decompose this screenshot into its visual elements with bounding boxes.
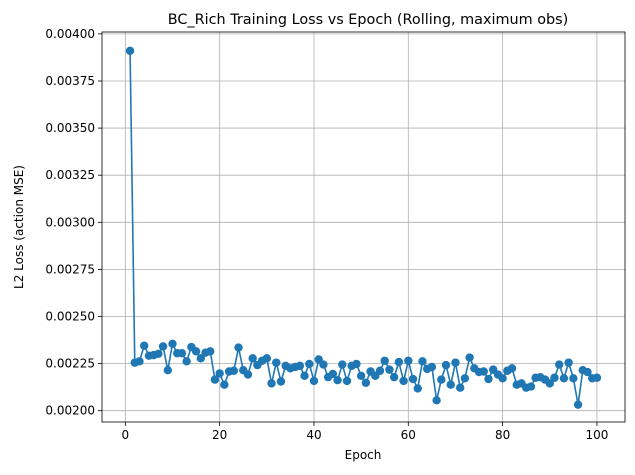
y-tick-label: 0.00400 [45, 27, 95, 41]
loss-point [210, 375, 220, 384]
axis-ticks: 0 20 40 60 80 100 0.00200 0.00225 0.00250 0.00275… [45, 27, 608, 442]
loss-point [498, 374, 507, 383]
loss-point [427, 362, 437, 372]
loss-point [385, 365, 394, 374]
y-tick-label: 0.00375 [45, 74, 95, 88]
loss-point [191, 347, 201, 356]
loss-point [564, 358, 573, 367]
loss-point [418, 357, 427, 366]
loss-point [408, 374, 418, 384]
loss-point [338, 360, 347, 369]
loss-point [550, 373, 559, 382]
y-tick-label: 0.00300 [45, 215, 95, 229]
loss-point [163, 365, 172, 375]
loss-point [135, 357, 144, 366]
loss-point [309, 376, 319, 386]
loss-point [333, 375, 342, 385]
loss-point [248, 354, 257, 363]
loss-point [234, 343, 243, 352]
y-tick-label: 0.00275 [45, 262, 95, 276]
plot-frame [101, 31, 626, 423]
loss-point [215, 369, 224, 378]
loss-point [583, 367, 592, 377]
loss-point [243, 370, 253, 379]
loss-point [413, 384, 422, 393]
y-tick-label: 0.00200 [45, 404, 95, 418]
loss-point [168, 339, 177, 349]
loss-point [229, 366, 239, 375]
loss-point [319, 360, 328, 369]
loss-series [125, 46, 602, 409]
loss-point [569, 374, 578, 383]
loss-point [158, 342, 168, 351]
x-tick-label: 100 [585, 428, 608, 442]
loss-point [328, 369, 338, 379]
x-tick-label: 60 [401, 428, 416, 442]
loss-point [356, 371, 366, 381]
loss-point [342, 376, 352, 386]
y-tick-label: 0.00250 [45, 309, 95, 323]
loss-point [455, 383, 465, 392]
x-tick-label: 20 [212, 428, 227, 442]
loss-point [460, 374, 470, 383]
loss-point [352, 359, 361, 369]
loss-point [389, 372, 399, 382]
loss-point [555, 360, 564, 369]
y-tick-label: 0.00350 [45, 121, 95, 135]
y-axis-label: L2 Loss (action MSE) [12, 165, 26, 289]
y-tick-label: 0.00225 [45, 357, 95, 371]
loss-point [295, 361, 305, 371]
loss-point [154, 349, 163, 358]
loss-point [394, 357, 404, 367]
loss-point [559, 374, 569, 383]
loss-point [432, 396, 441, 405]
loss-point [545, 379, 554, 388]
loss-point [300, 371, 309, 381]
loss-point [272, 358, 281, 367]
loss-point [220, 380, 229, 389]
loss-point [484, 374, 493, 384]
loss-point [526, 382, 536, 391]
loss-point [451, 358, 460, 367]
chart-title: BC_Rich Training Loss vs Epoch (Rolling,… [168, 12, 569, 28]
loss-point [592, 373, 602, 382]
x-tick-label: 40 [306, 428, 321, 442]
loss-point [404, 356, 413, 365]
loss-point [177, 349, 187, 358]
loss-point [262, 354, 272, 363]
loss-point [380, 356, 389, 365]
loss-point [399, 376, 408, 386]
y-tick-label: 0.00325 [45, 168, 95, 182]
loss-point [305, 359, 314, 369]
loss-point [267, 379, 276, 388]
loss-point [479, 367, 488, 376]
loss-point [573, 400, 583, 409]
loss-point [196, 354, 205, 363]
loss-point [361, 378, 371, 388]
loss-point [140, 341, 149, 350]
grid [102, 32, 625, 422]
loss-point [465, 353, 474, 362]
loss-point [276, 377, 286, 386]
loss-point [125, 46, 135, 56]
x-tick-label: 0 [122, 428, 130, 442]
loss-point [375, 366, 385, 375]
loss-point [446, 380, 455, 389]
x-tick-label: 80 [495, 428, 510, 442]
loss-point [507, 364, 517, 373]
loss-point [437, 375, 446, 384]
x-axis-label: Epoch [345, 448, 382, 462]
loss-point [206, 347, 215, 356]
loss-point [182, 357, 191, 366]
loss-point [441, 360, 451, 370]
